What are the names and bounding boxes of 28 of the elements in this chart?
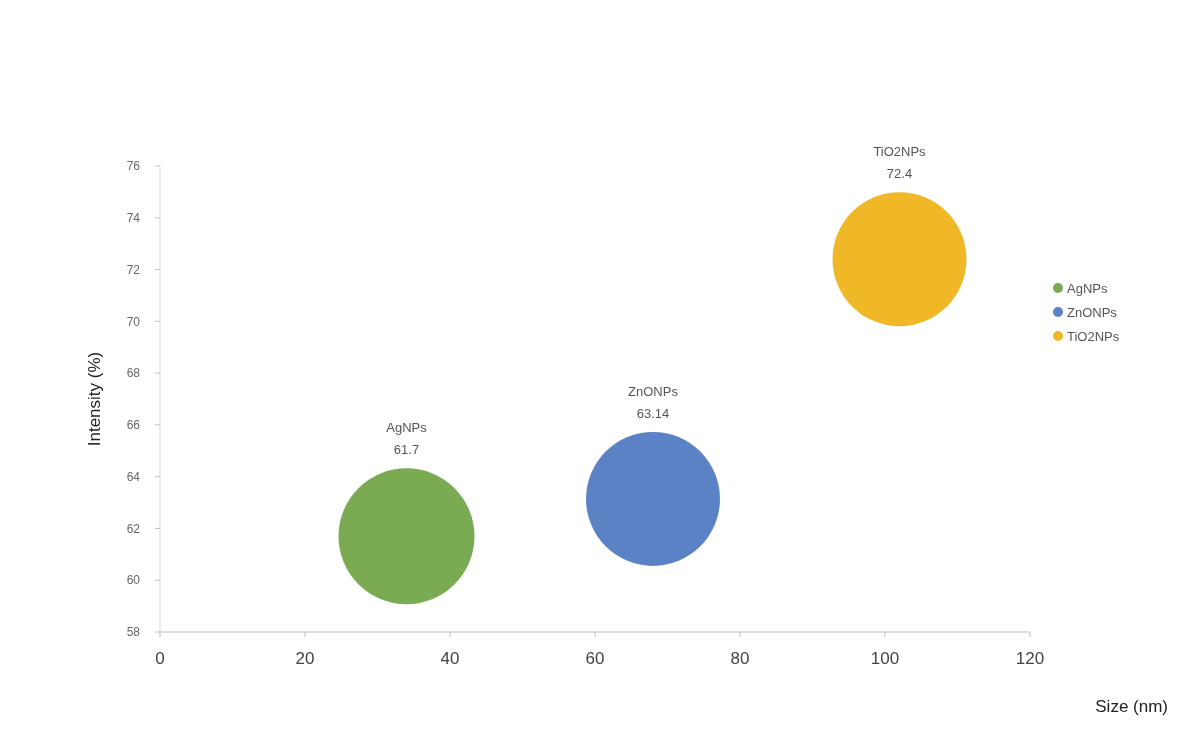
y-tick-label: 76 (126, 159, 141, 174)
legend-label: TiO2NPs (1067, 328, 1120, 344)
text: TiO2NPs (873, 144, 926, 160)
y-tick-label: 62 (126, 521, 141, 536)
legend-label: ZnONPs (1067, 304, 1118, 320)
x-tick-label: 40 (440, 649, 460, 668)
data-label: 61.7 (393, 442, 420, 458)
x-tick-label: 0 (155, 649, 165, 668)
legend-label: AgNPs (1067, 280, 1108, 296)
y-tick-label: 60 (126, 573, 141, 588)
y-tick-label: 58 (126, 625, 141, 640)
data-label: 63.14 (636, 405, 670, 421)
y-axis-title: Intensity (%) (85, 351, 104, 447)
x-tick-label: 80 (730, 649, 750, 668)
x-tick-label: 100 (870, 649, 900, 668)
data-label: 72.4 (886, 166, 913, 182)
y-tick-label: 68 (126, 366, 141, 381)
y-tick-label: 74 (126, 210, 141, 225)
y-tick-label: 70 (126, 314, 141, 329)
text: AgNPs (386, 420, 427, 436)
x-tick-label: 20 (295, 649, 315, 668)
x-tick-label: 120 (1015, 649, 1045, 668)
y-tick-label: 64 (126, 469, 141, 484)
y-tick-label: 72 (126, 262, 141, 277)
x-axis-title: Size (nm) (1095, 697, 1168, 716)
y-tick-label: 66 (126, 418, 141, 433)
text: ZnONPs (628, 383, 678, 399)
x-tick-label: 60 (585, 649, 605, 668)
